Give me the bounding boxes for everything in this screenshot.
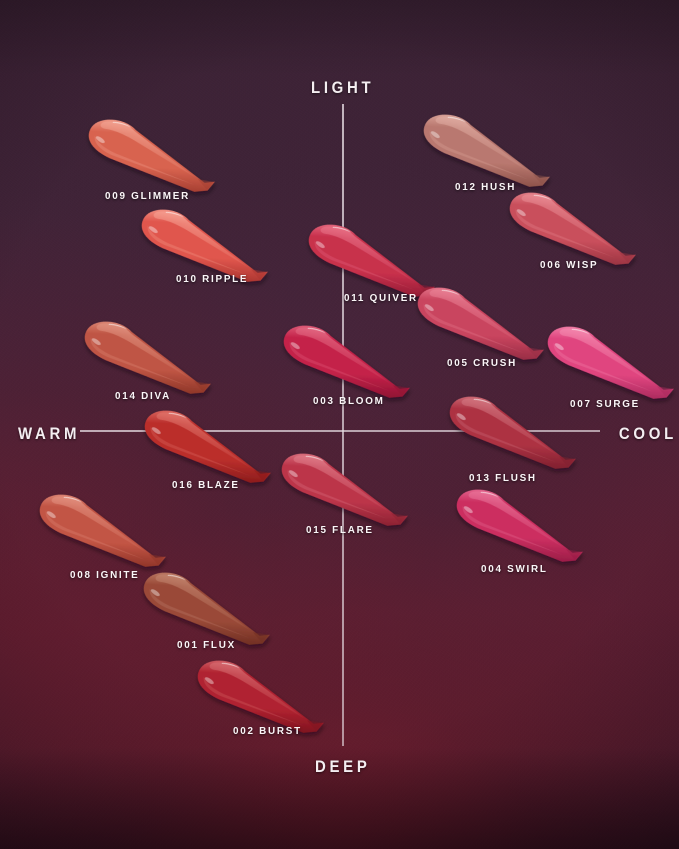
swatch-label-011-quiver: 011 QUIVER xyxy=(344,292,418,304)
vertical-axis-line xyxy=(342,104,344,746)
swatch-label-016-blaze: 016 BLAZE xyxy=(172,479,240,491)
swatch-label-010-ripple: 010 RIPPLE xyxy=(176,273,249,285)
swatch-011-quiver[interactable] xyxy=(297,215,447,310)
swatch-001-flux[interactable] xyxy=(132,563,282,658)
swatch-label-002-burst: 002 BURST xyxy=(233,725,302,737)
swatch-016-blaze[interactable] xyxy=(133,401,283,496)
swatch-009-glimmer[interactable] xyxy=(77,110,227,205)
swatch-label-012-hush: 012 HUSH xyxy=(455,181,517,193)
swatch-label-003-bloom: 003 BLOOM xyxy=(313,395,385,407)
swatch-012-hush[interactable] xyxy=(412,105,562,200)
swatch-label-014-diva: 014 DIVA xyxy=(115,390,171,402)
swatch-label-001-flux: 001 FLUX xyxy=(177,639,236,651)
swatch-label-007-surge: 007 SURGE xyxy=(570,398,640,410)
swatch-006-wisp[interactable] xyxy=(498,183,648,278)
axis-label-cool: COOL xyxy=(618,424,677,443)
swatch-label-004-swirl: 004 SWIRL xyxy=(481,563,548,575)
swatch-013-flush[interactable] xyxy=(438,387,588,482)
swatch-label-008-ignite: 008 IGNITE xyxy=(70,569,140,581)
swatch-014-diva[interactable] xyxy=(73,312,223,407)
swatch-008-ignite[interactable] xyxy=(28,485,178,580)
swatch-005-crush[interactable] xyxy=(406,278,556,373)
swatch-label-015-flare: 015 FLARE xyxy=(306,524,374,536)
swatch-004-swirl[interactable] xyxy=(445,480,595,575)
swatch-label-013-flush: 013 FLUSH xyxy=(469,472,537,484)
swatch-label-005-crush: 005 CRUSH xyxy=(447,357,517,369)
swatch-label-009-glimmer: 009 GLIMMER xyxy=(105,190,190,202)
swatch-015-flare[interactable] xyxy=(270,444,420,539)
axis-label-warm: WARM xyxy=(18,424,81,443)
swatch-003-bloom[interactable] xyxy=(272,316,422,411)
swatch-007-surge[interactable] xyxy=(536,317,679,412)
swatch-002-burst[interactable] xyxy=(186,651,336,746)
axis-label-deep: DEEP xyxy=(315,757,371,776)
axis-label-light: LIGHT xyxy=(311,78,375,97)
swatch-label-006-wisp: 006 WISP xyxy=(540,259,599,271)
swatch-010-ripple[interactable] xyxy=(130,200,280,295)
horizontal-axis-line xyxy=(80,430,600,432)
